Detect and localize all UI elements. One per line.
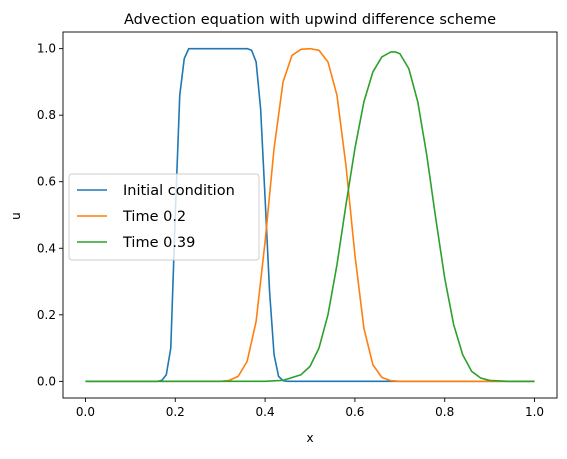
y-tick-label: 0.4: [37, 241, 56, 255]
series-line-2: [85, 47, 535, 383]
y-axis-label: u: [9, 212, 23, 220]
x-tick-label: 0.4: [256, 405, 275, 419]
legend-label-3: Time 0.39: [122, 235, 195, 251]
y-tick-label: 0.0: [37, 374, 56, 388]
y-tick-label: 0.2: [37, 308, 56, 322]
y-tick-label: 0.8: [37, 108, 56, 122]
legend-box: [68, 173, 260, 261]
y-tick-label: 0.6: [37, 175, 56, 189]
legend-label-2: Time 0.2: [122, 209, 186, 225]
series-line-1: [85, 47, 535, 383]
legend: Initial condition Time 0.2 Time 0.39: [68, 173, 260, 261]
legend-label-1: Initial condition: [123, 183, 235, 199]
x-tick-label: 0.0: [76, 405, 95, 419]
chart-title: Advection equation with upwind differenc…: [124, 12, 496, 28]
x-tick-label: 0.8: [435, 405, 454, 419]
series-layer: [85, 47, 535, 383]
series-line-3: [85, 51, 535, 383]
plot-frame: [62, 31, 558, 399]
y-tick-label: 1.0: [37, 42, 56, 56]
x-tick-label: 0.2: [166, 405, 185, 419]
x-tick-label: 0.6: [345, 405, 364, 419]
axes-layer: 0.0 0.2 0.4 0.6 0.8 1.0 0.0 0.2 0.4 0.6 0.8 1.0: [37, 31, 558, 419]
x-tick-label: 1.0: [525, 405, 544, 419]
x-axis-label: x: [306, 431, 313, 445]
